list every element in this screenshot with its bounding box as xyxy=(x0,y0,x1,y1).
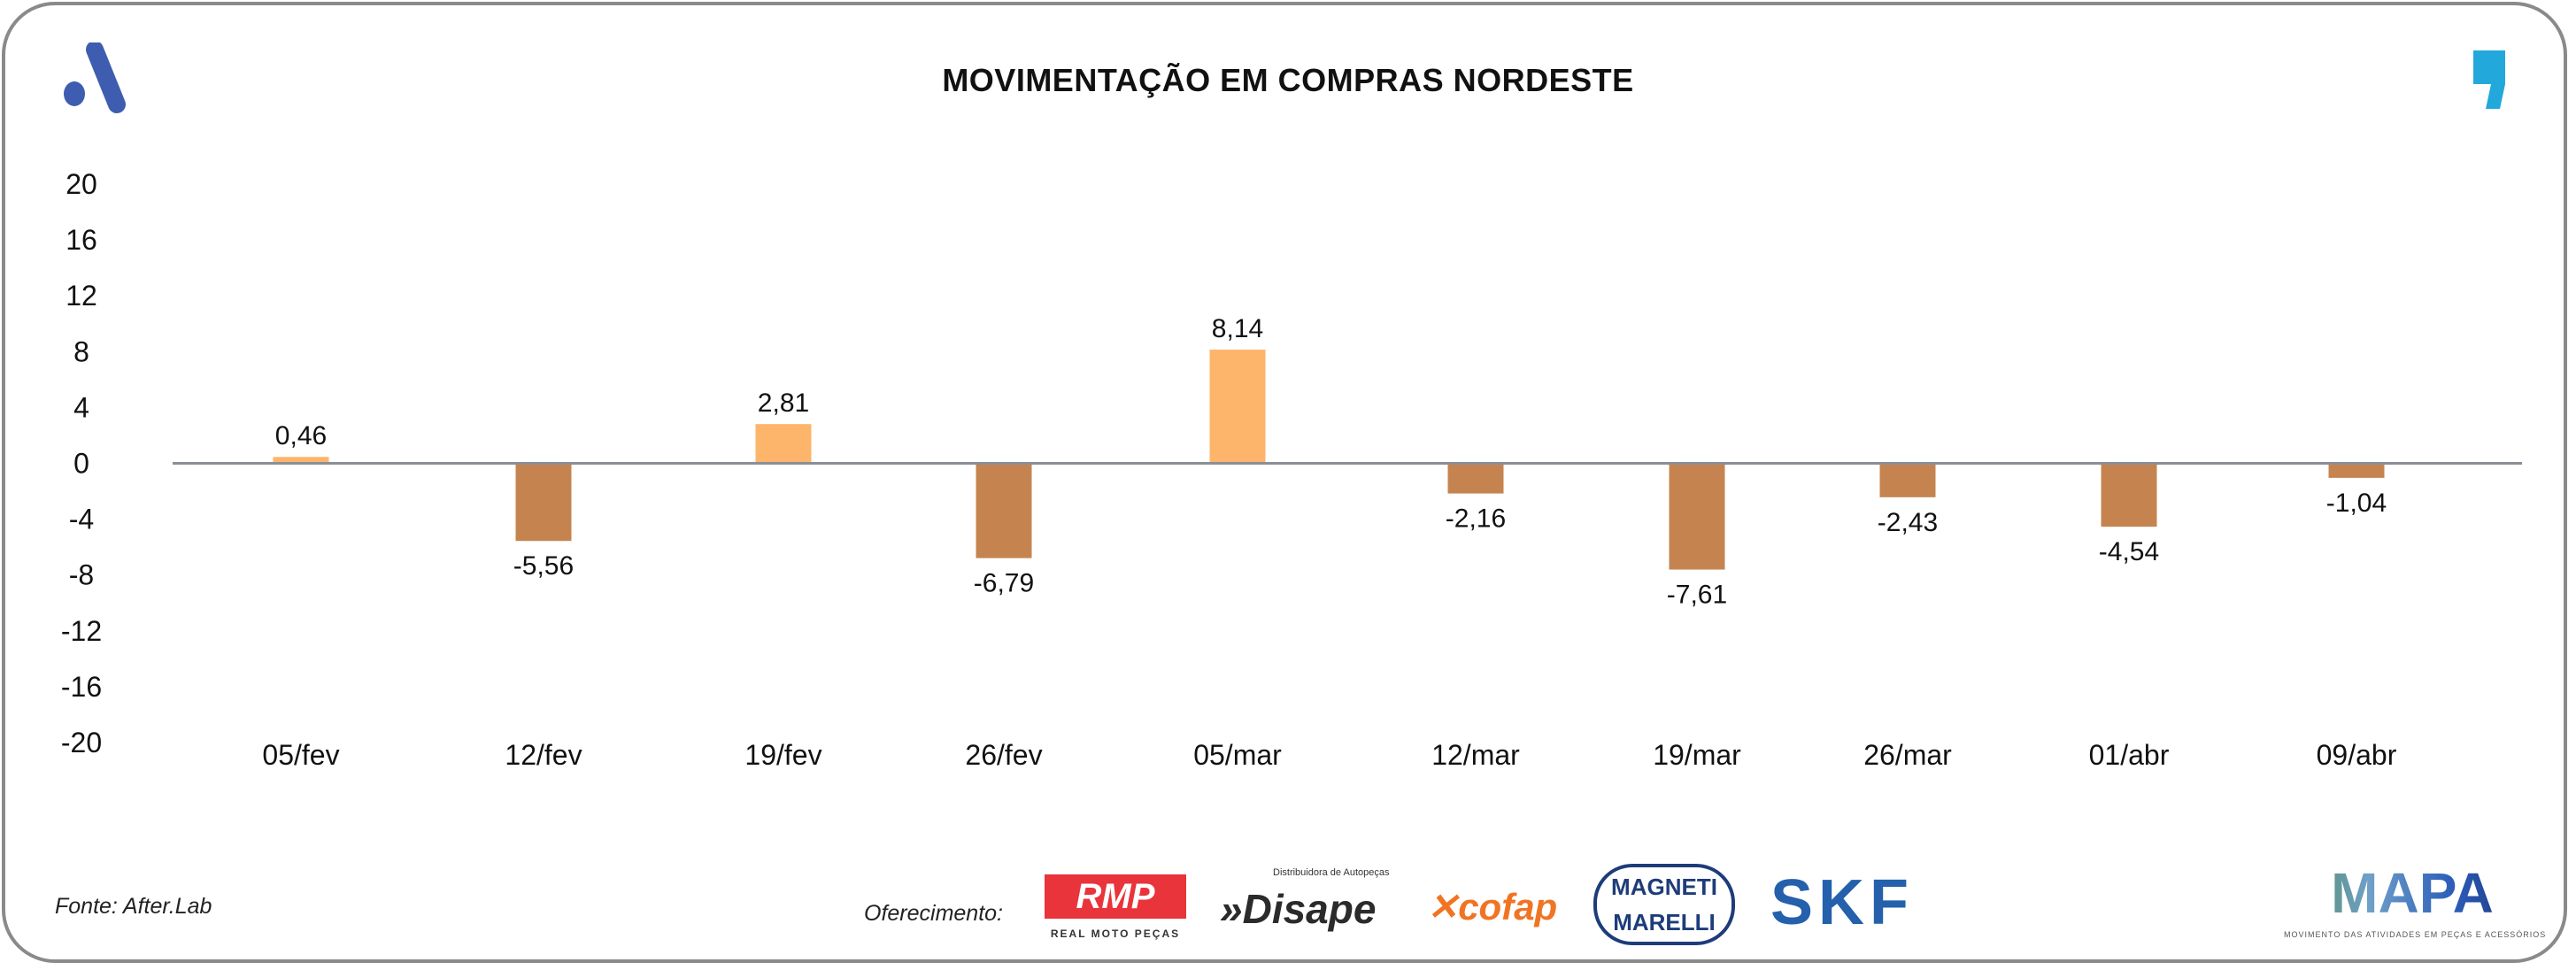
y-tick-label: -12 xyxy=(61,615,102,647)
magneti-marelli-logo: MAGNETI MARELLI xyxy=(1593,864,1735,945)
data-label: -4,54 xyxy=(2099,537,2159,566)
y-tick-label: 12 xyxy=(66,280,97,312)
bar xyxy=(273,457,329,464)
bar xyxy=(515,463,572,542)
bar xyxy=(1879,463,1936,497)
y-tick-label: -4 xyxy=(69,504,94,535)
bar xyxy=(2101,463,2157,527)
bar xyxy=(976,463,1032,558)
x-tick-label: 26/mar xyxy=(1863,739,1952,771)
x-tick-label: 26/fev xyxy=(965,739,1042,771)
y-tick-label: -20 xyxy=(61,727,102,758)
bar xyxy=(1669,463,1725,570)
x-tick-label: 09/abr xyxy=(2317,739,2397,771)
data-label: -7,61 xyxy=(1667,581,1727,610)
bar xyxy=(1209,350,1266,464)
bar xyxy=(2328,463,2385,478)
data-label: -1,04 xyxy=(2326,489,2387,518)
y-tick-label: -16 xyxy=(61,671,102,703)
chart-title: MOVIMENTAÇÃO EM COMPRAS NORDESTE xyxy=(942,62,1634,98)
skf-logo: SKF xyxy=(1770,867,1914,938)
cofap-logo: ✕cofap xyxy=(1427,886,1558,928)
data-label: -6,79 xyxy=(974,569,1034,598)
y-tick-label: 0 xyxy=(73,448,89,480)
x-tick-label: 01/abr xyxy=(2089,739,2170,771)
x-tick-label: 05/fev xyxy=(262,739,339,771)
source-note: Fonte: After.Lab xyxy=(55,894,212,919)
rmp-logo: RMP REAL MOTO PEÇAS xyxy=(1045,874,1186,940)
comma-logo xyxy=(2473,50,2505,109)
data-label: -5,56 xyxy=(513,551,574,581)
bar xyxy=(755,424,812,464)
data-label: 2,81 xyxy=(758,389,809,418)
y-tick-label: 20 xyxy=(66,168,97,200)
x-tick-label: 19/mar xyxy=(1653,739,1741,771)
y-tick-label: -8 xyxy=(69,559,94,591)
y-tick-label: 4 xyxy=(73,391,89,423)
x-tick-label: 05/mar xyxy=(1193,739,1282,771)
x-tick-label: 19/fev xyxy=(744,739,821,771)
x-tick-label: 12/fev xyxy=(505,739,582,771)
x-tick-label: 12/mar xyxy=(1431,739,1520,771)
mapa-logo: MAPA MOVIMENTO DAS ATIVIDADES EM PEÇAS E… xyxy=(2284,861,2547,939)
data-label: 0,46 xyxy=(275,421,327,450)
data-label: 8,14 xyxy=(1212,314,1263,343)
data-label: -2,43 xyxy=(1878,508,1938,537)
y-tick-label: 8 xyxy=(73,335,89,367)
after-lab-logo xyxy=(64,42,126,113)
sponsor-label: Oferecimento: xyxy=(864,901,1004,926)
data-label: -2,16 xyxy=(1446,504,1506,534)
disape-logo: Distribuidora de Autopeças »Disape xyxy=(1220,867,1390,932)
y-tick-label: 16 xyxy=(66,224,97,256)
bar xyxy=(1447,463,1504,494)
